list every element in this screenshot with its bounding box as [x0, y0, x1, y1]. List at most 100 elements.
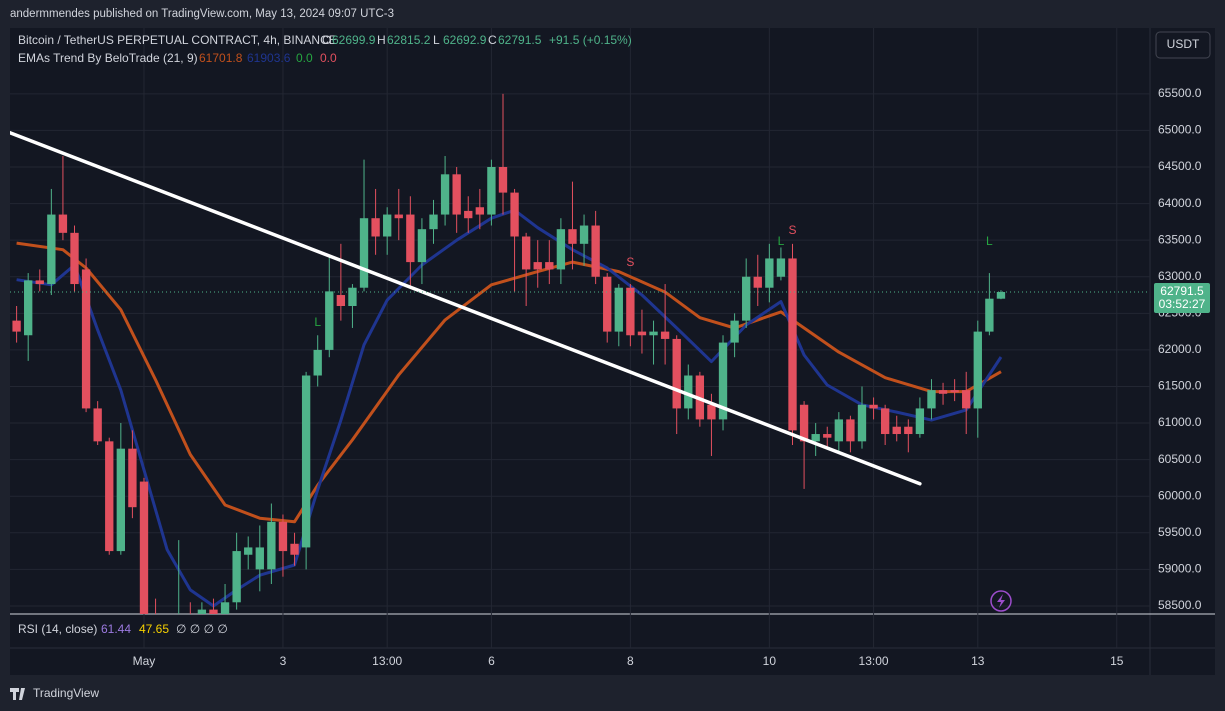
y-tick-label: 63500.0 — [1158, 232, 1202, 246]
candle-body — [244, 547, 253, 555]
candle-body — [371, 218, 380, 237]
signal-label: L — [314, 315, 321, 329]
candle-body — [962, 390, 971, 409]
candle-body — [718, 342, 728, 420]
candle-body — [290, 543, 299, 555]
y-tick-label: 61000.0 — [1158, 415, 1202, 429]
signal-label: S — [626, 255, 634, 269]
candle-body — [70, 232, 79, 285]
rsi-value: 61.44 — [101, 622, 131, 636]
candle-body — [730, 320, 739, 343]
x-tick-label: 10 — [763, 654, 777, 668]
y-tick-label: 59000.0 — [1158, 562, 1202, 576]
candle-body — [788, 258, 797, 431]
candle-body — [950, 390, 959, 393]
x-tick-label: 8 — [627, 654, 634, 668]
rsi-extra: ∅ ∅ ∅ ∅ — [176, 622, 228, 636]
x-tick-label: 3 — [280, 654, 287, 668]
countdown: 03:52:27 — [1159, 297, 1206, 311]
indicator-flag: 0.0 — [320, 51, 337, 65]
candle-body — [811, 434, 820, 442]
candle-body — [232, 551, 241, 603]
candle-body — [359, 218, 369, 288]
x-tick-label: 15 — [1110, 654, 1124, 668]
ohlc-value: 62791.5 — [498, 33, 542, 47]
candle-body — [672, 338, 681, 409]
candle-body — [417, 229, 427, 263]
change: +91.5 (+0.15%) — [549, 33, 632, 47]
candle-body — [533, 262, 542, 270]
candle-body — [614, 287, 623, 332]
candle-body — [996, 291, 1006, 299]
candle-body — [834, 419, 843, 442]
candle-body — [915, 408, 925, 435]
indicator-value: 61701.8 — [199, 51, 243, 65]
overlay: 58500.0 59000.0 59500.0 60000.0 60500.0 61000… — [18, 33, 1210, 668]
alert-bolt — [997, 594, 1005, 608]
rsi-value: 47.65 — [139, 622, 169, 636]
candle-body — [579, 225, 589, 244]
ohlc-key: H — [377, 33, 386, 47]
candle-body — [776, 258, 786, 277]
candle-body — [545, 262, 554, 270]
candle-body — [128, 448, 137, 508]
candle-body — [58, 214, 68, 233]
candle-body — [313, 349, 322, 376]
currency-label[interactable]: USDT — [1167, 37, 1200, 51]
ohlc-value: 62815.2 — [387, 33, 431, 47]
candle-body — [47, 214, 56, 285]
candle-body — [301, 375, 311, 548]
ohlc-value: 62699.9 — [332, 33, 376, 47]
candle-body — [973, 331, 982, 409]
alert-icon[interactable] — [990, 590, 1012, 612]
candle-body — [927, 390, 936, 409]
candle-body — [498, 167, 508, 193]
candle-body — [406, 214, 415, 263]
candle-body — [429, 214, 438, 230]
candle-body — [325, 291, 334, 350]
candle-body — [452, 174, 461, 215]
candle-body — [394, 214, 403, 219]
rsi-name: RSI (14, close) — [18, 622, 97, 636]
candle-body — [742, 276, 751, 321]
ema-line — [16, 241, 1002, 524]
y-tick-label: 60000.0 — [1158, 488, 1202, 502]
candle-body — [12, 320, 21, 332]
attribution: andermmendes published on TradingView.co… — [10, 8, 394, 20]
candle-body — [603, 276, 612, 332]
ema-line — [16, 208, 1003, 608]
candle-body — [869, 404, 878, 409]
y-tick-label: 65500.0 — [1158, 86, 1202, 100]
candle-body — [880, 408, 890, 435]
candle-body — [660, 331, 670, 339]
candle-body — [383, 214, 392, 237]
y-tick-label: 65000.0 — [1158, 123, 1202, 137]
candle-body — [556, 229, 566, 270]
candle-body — [487, 167, 496, 215]
ohlc-value: 62692.9 — [443, 33, 487, 47]
x-tick-label: 13:00 — [372, 654, 402, 668]
candle-body — [278, 521, 288, 552]
candle-body — [568, 229, 577, 244]
candle-body — [649, 331, 658, 336]
last-price: 62791.5 — [1160, 284, 1204, 298]
candle-body — [521, 236, 531, 270]
x-tick-label: 6 — [488, 654, 495, 668]
currency-button[interactable] — [1155, 31, 1211, 59]
candle-body — [510, 192, 519, 237]
brand: TradingView — [33, 686, 99, 700]
candle-body — [684, 375, 693, 409]
candle-body — [348, 287, 357, 307]
signal-label: L — [778, 234, 785, 248]
signal-label: L — [986, 234, 993, 248]
chart-frame — [10, 28, 1215, 675]
candle-body — [857, 404, 867, 442]
signal-label: S — [788, 223, 796, 237]
brand-logo — [10, 688, 25, 700]
y-tick-label: 64500.0 — [1158, 159, 1202, 173]
y-tick-label: 63000.0 — [1158, 269, 1202, 283]
x-tick-label: 13 — [971, 654, 985, 668]
candle-body — [765, 258, 774, 288]
y-tick-label: 58500.0 — [1158, 598, 1202, 612]
